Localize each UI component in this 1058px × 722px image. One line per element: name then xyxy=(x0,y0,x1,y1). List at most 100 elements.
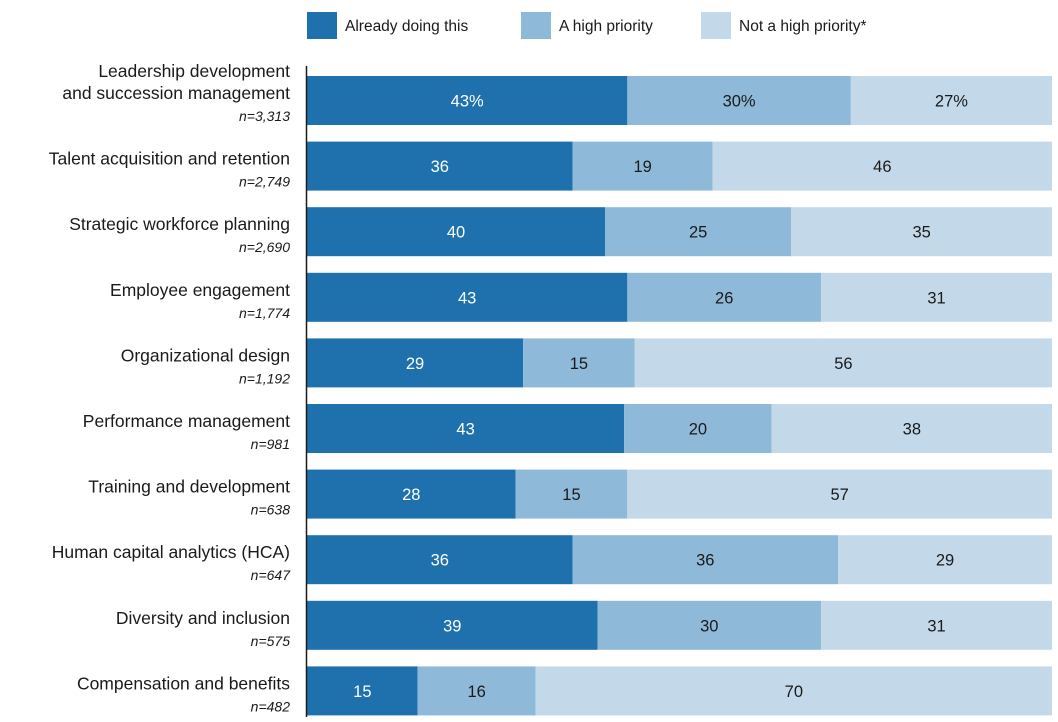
bar-segment-already-doing-this xyxy=(307,404,625,453)
bar-segment-a-high-priority xyxy=(624,404,772,453)
bar-segment-a-high-priority xyxy=(627,272,822,322)
sample-size-label: n=2,690 xyxy=(239,239,290,255)
sample-size-label: n=1,192 xyxy=(239,370,290,386)
category-label: and succession management xyxy=(62,83,290,103)
data-label: 36 xyxy=(696,552,714,570)
bar-segment-already-doing-this xyxy=(307,600,598,650)
data-label: 31 xyxy=(927,617,945,635)
legend-label: Already doing this xyxy=(345,18,468,35)
data-label: 15 xyxy=(562,486,580,504)
category-label-group: Strategic workforce planning n=2,690 xyxy=(69,214,290,255)
bar-segment-not-a-high-priority xyxy=(791,207,1052,257)
data-label: 29 xyxy=(936,552,954,570)
bar-segment-not-a-high-priority xyxy=(771,404,1052,453)
data-label: 15 xyxy=(570,355,588,373)
category-label: Employee engagement xyxy=(110,280,290,300)
sample-size-label: n=575 xyxy=(251,633,291,649)
bar-segment-already-doing-this xyxy=(307,141,573,191)
bar-segment-not-a-high-priority xyxy=(712,141,1052,191)
category-label-group: Diversity and inclusion n=575 xyxy=(116,608,290,649)
bars: 43% 30% 27% 36 19 46 40 25 35 43 26 31 29 15 56 43 20 38 2… xyxy=(307,76,1052,716)
bar-segment-not-a-high-priority xyxy=(821,600,1052,650)
data-label: 38 xyxy=(903,421,921,439)
data-label: 36 xyxy=(431,552,449,570)
category-label: Performance management xyxy=(83,411,290,431)
category-label: Leadership development xyxy=(98,61,290,81)
bar-segment-already-doing-this xyxy=(307,666,418,716)
data-label: 39 xyxy=(443,617,461,635)
category-label-group: Training and development n=638 xyxy=(88,477,290,518)
data-label: 40 xyxy=(447,224,465,242)
data-label: 27% xyxy=(935,93,968,111)
category-label-group: Employee engagement n=1,774 xyxy=(110,280,290,321)
bar-segment-a-high-priority xyxy=(417,666,536,716)
data-label: 70 xyxy=(785,683,803,701)
sample-size-label: n=3,313 xyxy=(239,108,290,124)
category-label-group: Human capital analytics (HCA) n=647 xyxy=(52,542,291,583)
legend-swatch xyxy=(307,12,337,39)
bar-segment-a-high-priority xyxy=(572,535,839,585)
legend: Already doing this A high priority Not a h… xyxy=(307,12,867,39)
bar-segment-already-doing-this xyxy=(307,76,628,125)
legend-label: A high priority xyxy=(559,18,653,35)
bar-segment-a-high-priority xyxy=(572,141,713,191)
data-label: 19 xyxy=(633,158,651,176)
data-label: 36 xyxy=(431,158,449,176)
bar-row: 40 25 35 xyxy=(307,207,1052,257)
legend-item-a-high-priority: A high priority xyxy=(521,12,653,39)
bar-row: 36 36 29 xyxy=(307,535,1052,585)
sample-size-label: n=638 xyxy=(251,502,291,518)
bar-segment-not-a-high-priority xyxy=(838,535,1052,585)
bar-row: 15 16 70 xyxy=(307,666,1052,716)
category-label-group: Organizational design n=1,192 xyxy=(121,345,290,386)
category-label: Organizational design xyxy=(121,345,290,365)
bar-segment-a-high-priority xyxy=(523,338,635,388)
bar-segment-not-a-high-priority xyxy=(535,666,1052,716)
data-label: 30 xyxy=(700,617,718,635)
bar-segment-already-doing-this xyxy=(307,207,605,257)
data-label: 29 xyxy=(406,355,424,373)
bar-segment-a-high-priority xyxy=(597,600,822,650)
bar-row: 43 26 31 xyxy=(307,272,1052,322)
legend-swatch xyxy=(701,12,731,39)
bar-row: 29 15 56 xyxy=(307,338,1052,388)
category-label: Strategic workforce planning xyxy=(69,214,290,234)
bar-segment-not-a-high-priority xyxy=(821,272,1052,322)
data-label: 15 xyxy=(353,683,371,701)
data-label: 28 xyxy=(402,486,420,504)
data-label: 20 xyxy=(689,421,707,439)
data-label: 43% xyxy=(451,93,484,111)
category-label: Training and development xyxy=(88,477,290,497)
sample-size-label: n=647 xyxy=(251,567,292,583)
data-label: 31 xyxy=(927,289,945,307)
data-label: 25 xyxy=(689,224,707,242)
category-label: Human capital analytics (HCA) xyxy=(52,542,290,562)
data-label: 43 xyxy=(458,289,476,307)
bar-row: 43 20 38 xyxy=(307,404,1052,453)
legend-item-not-a-high-priority: Not a high priority* xyxy=(701,12,867,39)
bar-row: 36 19 46 xyxy=(307,141,1052,191)
bar-segment-a-high-priority xyxy=(627,76,851,125)
sample-size-label: n=981 xyxy=(251,436,290,452)
category-label-group: Talent acquisition and retention n=2,749 xyxy=(49,149,290,190)
category-label-group: Performance management n=981 xyxy=(83,411,290,452)
bar-row: 43% 30% 27% xyxy=(307,76,1052,125)
category-label: Diversity and inclusion xyxy=(116,608,290,628)
bar-segment-already-doing-this xyxy=(307,535,573,585)
data-label: 16 xyxy=(467,683,485,701)
bar-segment-a-high-priority xyxy=(605,207,792,257)
data-label: 30% xyxy=(723,93,756,111)
legend-label: Not a high priority* xyxy=(739,18,867,35)
data-label: 46 xyxy=(873,158,891,176)
data-label: 56 xyxy=(834,355,852,373)
data-label: 35 xyxy=(912,224,930,242)
category-label-group: Compensation and benefits n=482 xyxy=(77,673,290,714)
bar-row: 28 15 57 xyxy=(307,469,1052,519)
bar-segment-not-a-high-priority xyxy=(627,469,1052,519)
legend-item-already-doing-this: Already doing this xyxy=(307,12,468,39)
sample-size-label: n=2,749 xyxy=(239,174,290,190)
